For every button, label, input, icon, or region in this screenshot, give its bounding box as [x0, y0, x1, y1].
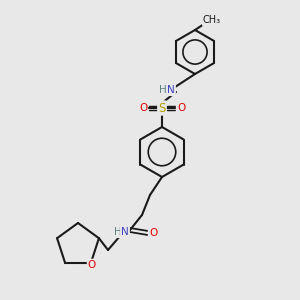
Text: O: O [88, 260, 96, 270]
Text: N: N [121, 227, 129, 237]
Text: CH₃: CH₃ [203, 15, 221, 25]
Text: O: O [149, 228, 157, 238]
Text: O: O [139, 103, 147, 113]
Text: H: H [114, 227, 122, 237]
Text: H: H [159, 85, 167, 95]
Text: O: O [177, 103, 185, 113]
Text: N: N [167, 85, 175, 95]
Text: S: S [158, 101, 166, 115]
